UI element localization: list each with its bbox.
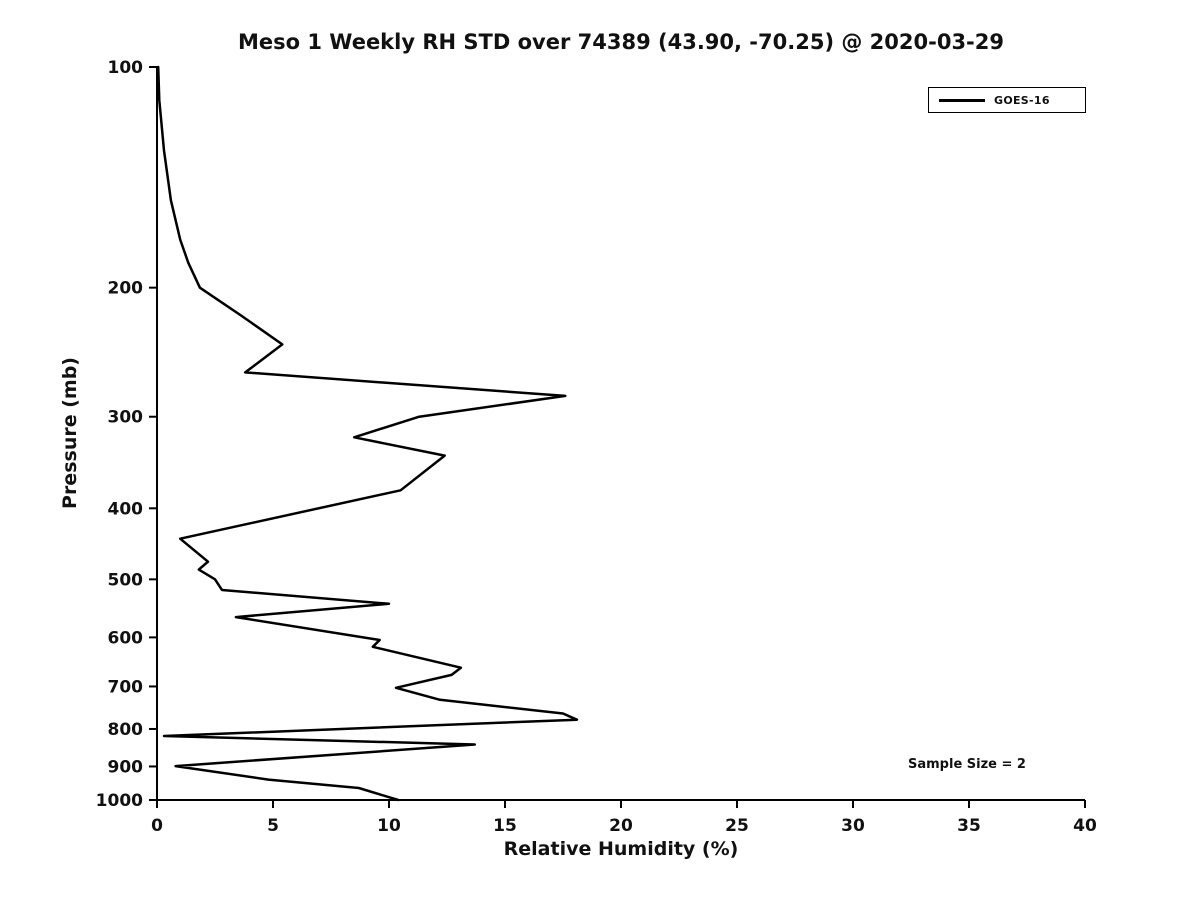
y-tick-label: 1000 bbox=[96, 791, 143, 811]
x-tick-label: 10 bbox=[377, 816, 401, 836]
x-tick-label: 5 bbox=[267, 816, 279, 836]
x-tick-label: 20 bbox=[609, 816, 633, 836]
x-tick-label: 30 bbox=[841, 816, 865, 836]
legend: GOES-16 bbox=[928, 87, 1086, 113]
y-tick-label: 700 bbox=[108, 677, 144, 697]
sample-size-annotation: Sample Size = 2 bbox=[908, 757, 1026, 772]
y-tick-label: 600 bbox=[108, 628, 144, 648]
legend-line-icon bbox=[939, 98, 985, 102]
x-tick-label: 0 bbox=[151, 816, 163, 836]
legend-label: GOES-16 bbox=[994, 93, 1050, 107]
y-tick-label: 500 bbox=[108, 570, 144, 590]
y-tick-label: 200 bbox=[108, 279, 144, 299]
x-tick-label: 25 bbox=[725, 816, 749, 836]
x-tick-label: 35 bbox=[957, 816, 981, 836]
x-axis-label: Relative Humidity (%) bbox=[503, 838, 739, 860]
y-tick-label: 800 bbox=[108, 720, 144, 740]
series-line-goes-16 bbox=[156, 65, 579, 802]
y-tick-label: 400 bbox=[108, 499, 144, 519]
y-tick-label: 300 bbox=[108, 408, 144, 428]
x-tick-label: 15 bbox=[493, 816, 517, 836]
y-tick-label: 900 bbox=[108, 757, 144, 777]
y-tick-label: 100 bbox=[108, 58, 144, 78]
x-tick-label: 40 bbox=[1073, 816, 1097, 836]
chart-title: Meso 1 Weekly RH STD over 74389 (43.90, … bbox=[237, 30, 1004, 54]
